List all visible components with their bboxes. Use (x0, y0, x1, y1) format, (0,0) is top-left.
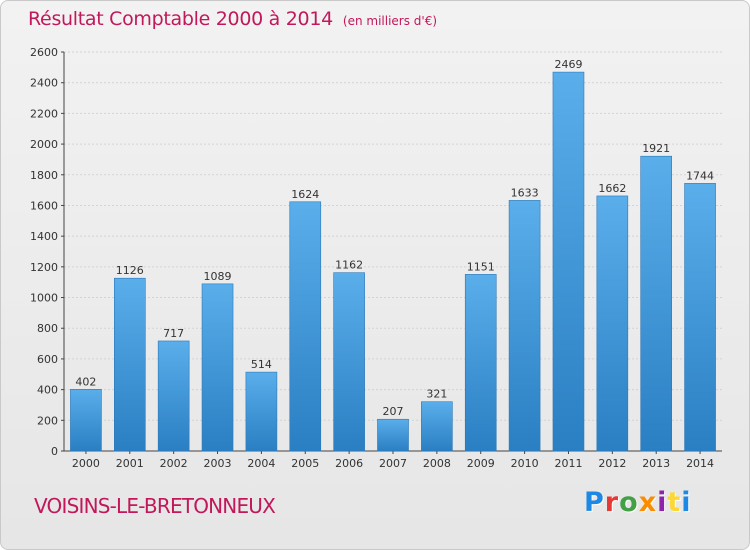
y-tick-label: 0 (51, 445, 58, 458)
x-tick-label: 2000 (72, 457, 100, 470)
x-tick-label: 2003 (204, 457, 232, 470)
bar (596, 195, 629, 452)
bar (552, 71, 585, 452)
data-label: 1162 (335, 259, 363, 272)
bar (245, 371, 278, 452)
bar (70, 389, 102, 452)
data-label: 207 (383, 405, 404, 418)
x-tick-label: 2001 (116, 457, 144, 470)
bar (508, 200, 541, 452)
y-tick-label: 2000 (30, 138, 58, 151)
data-label: 1662 (598, 182, 626, 195)
bar (464, 274, 497, 452)
y-tick-label: 200 (37, 414, 58, 427)
y-tick-label: 2200 (30, 107, 58, 120)
logo-letter: i (681, 487, 692, 518)
y-tick-label: 1800 (30, 169, 58, 182)
x-tick-label: 2006 (335, 457, 363, 470)
y-tick-label: 1600 (30, 199, 58, 212)
bar (201, 283, 234, 452)
data-label: 717 (163, 327, 184, 340)
y-tick-label: 2400 (30, 77, 58, 90)
chart-title: Résultat Comptable 2000 à 2014 (en millie… (28, 8, 437, 30)
data-labels: 402 1126 717 1089 514 1624 1162 207 321 1151 1633 2… (75, 58, 714, 418)
data-label: 1624 (291, 188, 319, 201)
x-tick-label: 2014 (686, 457, 714, 470)
bar (640, 155, 673, 452)
x-tick-label: 2010 (511, 457, 539, 470)
data-label: 514 (251, 358, 272, 371)
city-name: VOISINS-LE-BRETONNEUX (34, 494, 276, 518)
data-label: 402 (75, 375, 96, 388)
logo-letter: i (657, 487, 668, 518)
logo-letter: P (584, 487, 605, 518)
x-tick-label: 2012 (598, 457, 626, 470)
bar (684, 183, 716, 452)
logo-letter: r (604, 487, 620, 518)
data-label: 1633 (511, 186, 539, 199)
data-label: 1744 (686, 169, 714, 182)
data-label: 1921 (642, 142, 670, 155)
data-label: 1151 (467, 260, 495, 273)
y-tick-label: 800 (37, 322, 58, 335)
x-tick-label: 2002 (160, 457, 188, 470)
proxiti-logo: Proxiti (584, 487, 692, 518)
x-tick-label: 2007 (379, 457, 407, 470)
y-tick-label: 1000 (30, 292, 58, 305)
y-tick-label: 1400 (30, 230, 58, 243)
x-tick-label: 2011 (554, 457, 582, 470)
y-tick-label: 400 (37, 384, 58, 397)
x-tick-label: 2005 (291, 457, 319, 470)
logo-letter: t (667, 487, 682, 518)
logo-letter: x (638, 487, 658, 518)
bar (157, 340, 190, 452)
logo-letter: o (619, 487, 639, 518)
x-tick-label: 2013 (642, 457, 670, 470)
chart-title-text: Résultat Comptable 2000 à 2014 (28, 8, 333, 30)
x-tick-label: 2009 (467, 457, 495, 470)
chart-subtitle: (en milliers d'€) (342, 14, 438, 28)
x-tick-label: 2008 (423, 457, 451, 470)
data-label: 1126 (116, 264, 144, 277)
data-label: 1089 (204, 270, 232, 283)
bar (333, 272, 365, 452)
data-label: 321 (426, 388, 447, 401)
bar (421, 401, 453, 452)
bar (114, 277, 146, 452)
y-tick-label: 2600 (30, 46, 58, 59)
data-label: 2469 (554, 58, 582, 71)
bar (377, 418, 409, 452)
bars (70, 71, 716, 452)
y-tick-label: 600 (37, 353, 58, 366)
bar (289, 201, 322, 452)
tick-labels: 0 200 400 600 800 1000 1200 1400 1600 1800 2000 220… (30, 46, 714, 470)
x-tick-label: 2004 (247, 457, 275, 470)
y-tick-label: 1200 (30, 261, 58, 274)
